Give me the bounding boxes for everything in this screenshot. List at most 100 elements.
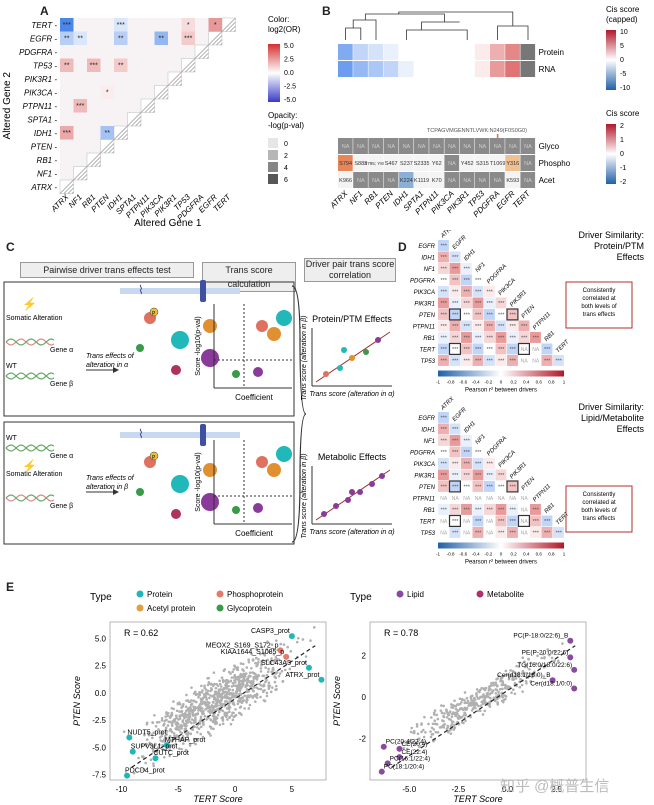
eL-point bbox=[155, 721, 159, 724]
eL-xtick: 5 bbox=[290, 785, 295, 794]
eL-point bbox=[245, 701, 248, 704]
eL-point bbox=[228, 696, 232, 700]
d2-cell bbox=[461, 435, 472, 446]
eL-point bbox=[227, 702, 231, 705]
eR-point bbox=[422, 728, 425, 732]
eL-point bbox=[274, 676, 278, 680]
d1-highlight bbox=[448, 342, 461, 355]
eL-point bbox=[230, 685, 234, 688]
eL-point bbox=[228, 688, 232, 692]
eR-point bbox=[494, 688, 498, 691]
corr-protein-point bbox=[337, 365, 343, 371]
sig-stars: *** bbox=[117, 22, 125, 29]
eL-point bbox=[188, 742, 192, 746]
d2-cell bbox=[438, 481, 449, 492]
ptm-cell bbox=[353, 138, 368, 154]
eL-point bbox=[312, 626, 316, 629]
d2-colorbar-tick: 0.2 bbox=[510, 552, 517, 557]
eL-point bbox=[196, 730, 199, 734]
d1-cell-text: *** bbox=[487, 313, 494, 319]
eL-point bbox=[251, 671, 254, 674]
cell bbox=[60, 99, 74, 113]
label-trans-1: alteration in α bbox=[86, 362, 129, 369]
cell bbox=[127, 31, 141, 45]
eR-point bbox=[449, 732, 453, 735]
d1-colorbar-tick: -0.2 bbox=[485, 380, 493, 385]
d1-col-label: PIK3R1 bbox=[509, 290, 528, 309]
eL-point bbox=[164, 726, 168, 730]
ptm-row-label: Phospho bbox=[539, 159, 571, 168]
sig-stars: *** bbox=[90, 63, 98, 70]
sig-cell bbox=[100, 85, 114, 99]
eL-point bbox=[281, 680, 285, 683]
eL-point bbox=[218, 682, 222, 686]
eR-point bbox=[490, 691, 494, 695]
eL-legend-label: Protein bbox=[147, 590, 172, 599]
d1-cell-text: *** bbox=[452, 267, 459, 273]
eL-point bbox=[145, 738, 149, 741]
d2-cell bbox=[472, 527, 484, 538]
d1-cell-text: *** bbox=[464, 336, 471, 342]
cell bbox=[73, 153, 87, 167]
d1-cell bbox=[461, 263, 472, 274]
eL-point bbox=[150, 733, 154, 736]
eL-point bbox=[209, 706, 212, 709]
eL-point bbox=[253, 700, 257, 703]
eL-point bbox=[174, 742, 178, 746]
d2-highlight bbox=[506, 480, 519, 493]
label-somatic-1: Somatic Alteration bbox=[6, 315, 63, 322]
eR-xtick: -5.0 bbox=[402, 785, 416, 794]
d2-cell bbox=[461, 492, 472, 504]
eL-point bbox=[203, 701, 207, 705]
d1-cell-text: *** bbox=[544, 347, 551, 353]
corr-metabolic-ylabel: Trans score (alteration in β) bbox=[301, 453, 308, 538]
eL-point bbox=[274, 688, 277, 692]
d2-row-label: TP53 bbox=[421, 531, 436, 537]
cell bbox=[168, 45, 182, 59]
sig-stars: *** bbox=[63, 22, 71, 29]
d2-cell-text: *** bbox=[441, 508, 448, 514]
eR-point bbox=[517, 671, 521, 675]
d1-col-label: NF1 bbox=[475, 262, 487, 274]
cell bbox=[114, 72, 128, 86]
eL-point-label: MEOX2_S169_S172_p bbox=[206, 642, 279, 649]
eL-point bbox=[217, 710, 221, 714]
d1-cell-text: *** bbox=[452, 359, 459, 365]
ptm-cell bbox=[383, 172, 399, 188]
ptm-cell-text: NA bbox=[494, 144, 502, 150]
d1-cell bbox=[472, 286, 484, 297]
eL-point bbox=[256, 663, 259, 667]
eL-point bbox=[248, 695, 251, 699]
ptm-cell bbox=[505, 155, 520, 171]
eR-point bbox=[497, 674, 500, 678]
box-pair-corr-text: Driver pair trans score correlation bbox=[305, 259, 395, 280]
eL-point bbox=[236, 668, 240, 672]
d1-cell bbox=[449, 343, 461, 355]
d1-highlight bbox=[517, 342, 530, 355]
eL-point bbox=[192, 738, 196, 741]
eL-point bbox=[152, 764, 156, 768]
corr-protein-point bbox=[375, 337, 381, 343]
eL-point bbox=[186, 735, 189, 738]
eL-point bbox=[190, 721, 193, 725]
eL-point bbox=[225, 678, 228, 682]
d1-cell-text: *** bbox=[452, 290, 459, 296]
row-label: SPTA1 - bbox=[27, 116, 57, 125]
eR-point bbox=[460, 698, 464, 702]
ptm-cell-text: NA bbox=[372, 178, 380, 184]
eR-point bbox=[507, 677, 511, 681]
ptm-cell-text: S883 bbox=[354, 161, 367, 167]
label-trans-2: Trans effects of bbox=[86, 475, 135, 482]
eL-point bbox=[219, 685, 223, 688]
d1-cell-text: *** bbox=[464, 267, 471, 273]
eL-point bbox=[184, 705, 188, 709]
eR-point bbox=[460, 700, 463, 704]
eL-point bbox=[265, 678, 268, 682]
eR-point bbox=[462, 714, 465, 717]
rna-cell bbox=[368, 61, 384, 77]
ptm-cell bbox=[474, 138, 490, 154]
rna-cell bbox=[490, 61, 505, 77]
eR-point bbox=[511, 688, 515, 692]
eR-point bbox=[457, 714, 461, 718]
d2-cell bbox=[518, 504, 530, 515]
